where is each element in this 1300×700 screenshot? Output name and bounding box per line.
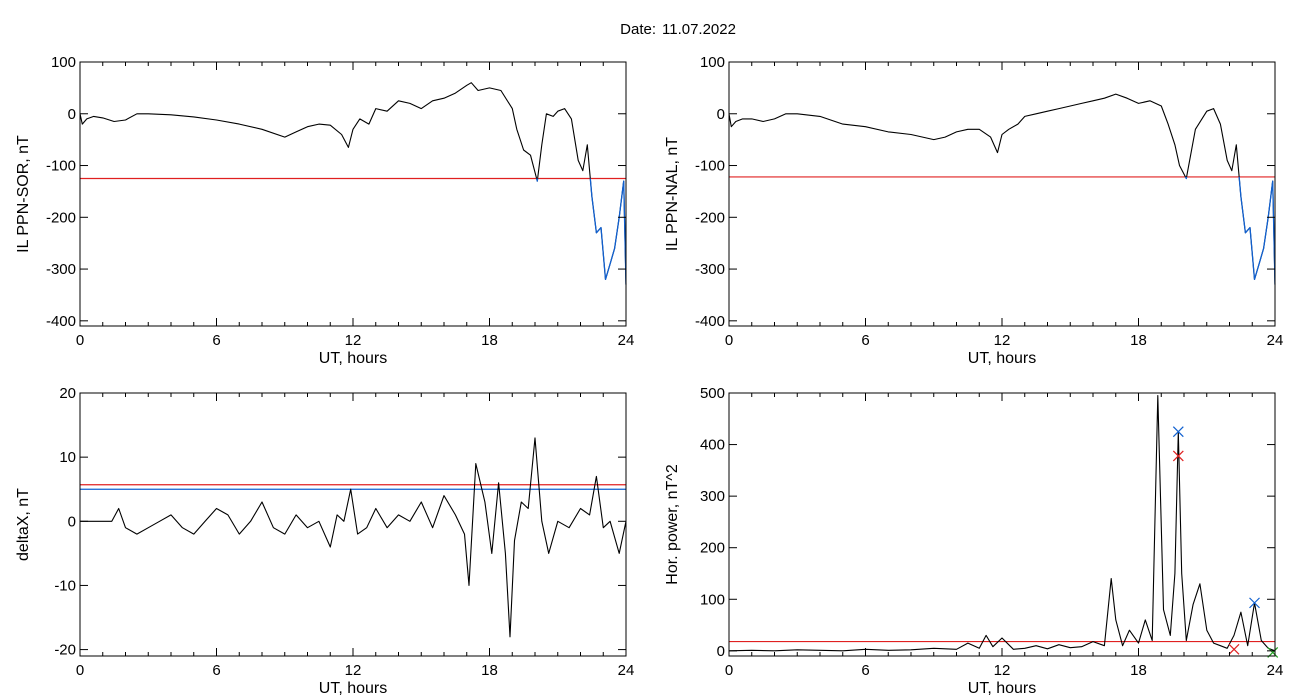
x-tick-label: 18 <box>481 332 498 349</box>
x-axis-label: UT, hours <box>319 350 387 367</box>
x-tick-label: 24 <box>618 332 635 349</box>
chart-panel-deltax: 0 6 12 18 24 20 10 0 -10 -20 UT, hours deltaX, nT <box>15 385 634 697</box>
series-line-power <box>728 395 1276 652</box>
x-tick-label: 18 <box>1130 662 1147 679</box>
x-axis-label: UT, hours <box>968 350 1036 367</box>
y-tick-label: 0 <box>68 106 76 123</box>
y-tick-label: 0 <box>717 643 725 660</box>
x-tick-label: 24 <box>618 662 635 679</box>
y-tick-label: 0 <box>717 106 725 123</box>
series-line-sor <box>79 82 627 285</box>
marker-1 <box>1172 450 1184 462</box>
y-tick-label: 20 <box>59 385 76 402</box>
plot-frame <box>728 61 1276 327</box>
y-tick-label: -400 <box>46 313 76 330</box>
y-tick-label: 500 <box>700 385 725 402</box>
y-tick-label: -10 <box>54 577 76 594</box>
series-highlight-sor <box>535 178 626 285</box>
y-tick-label: -300 <box>695 261 725 278</box>
x-tick-label: 24 <box>1267 662 1284 679</box>
date-value: 11.07.2022 <box>662 21 736 38</box>
x-tick-label: 0 <box>725 662 733 679</box>
series-line-nal <box>728 93 1276 285</box>
y-axis-label: deltaX, nT <box>15 488 32 561</box>
y-tick-label: 100 <box>51 54 76 71</box>
x-tick-label: 6 <box>861 662 869 679</box>
chart-panel-sor: 0 6 12 18 24 100 0 -100 -200 -300 -400 UT, hours IL … <box>15 54 634 367</box>
marker-2 <box>1249 597 1260 609</box>
marker-0 <box>1172 426 1184 438</box>
plot-frame <box>728 392 1276 657</box>
plot-frame <box>79 392 627 657</box>
date-label: Date: <box>620 21 656 38</box>
y-tick-label: 400 <box>700 437 725 454</box>
chart-panel-power: 0 6 12 18 24 500 400 300 200 100 0 UT, hours Hor. po… <box>664 385 1283 697</box>
y-tick-label: 100 <box>700 54 725 71</box>
x-tick-label: 12 <box>994 662 1011 679</box>
y-tick-label: 200 <box>700 540 725 557</box>
y-tick-label: 0 <box>68 513 76 530</box>
y-tick-label: -20 <box>54 642 76 659</box>
series-highlight-nal <box>1184 176 1275 285</box>
x-tick-label: 24 <box>1267 332 1284 349</box>
x-tick-label: 0 <box>76 332 84 349</box>
chart-panel-nal: 0 6 12 18 24 100 0 -100 -200 -300 -400 UT, hours IL … <box>664 54 1283 367</box>
y-axis-label: Hor. power, nT^2 <box>664 464 681 585</box>
y-tick-label: -400 <box>695 313 725 330</box>
x-tick-label: 12 <box>994 332 1011 349</box>
y-tick-label: 10 <box>59 449 76 466</box>
x-tick-label: 12 <box>345 662 362 679</box>
y-tick-label: 100 <box>700 591 725 608</box>
x-axis-label: UT, hours <box>968 680 1036 697</box>
x-tick-label: 6 <box>212 332 220 349</box>
x-axis-label: UT, hours <box>319 680 387 697</box>
marker-3 <box>1228 643 1240 655</box>
x-tick-label: 12 <box>345 332 362 349</box>
x-tick-label: 18 <box>1130 332 1147 349</box>
y-tick-label: -100 <box>46 158 76 175</box>
x-tick-label: 18 <box>481 662 498 679</box>
y-axis-label: IL PPN-NAL, nT <box>664 137 681 251</box>
y-tick-label: -200 <box>695 209 725 226</box>
y-tick-label: -100 <box>695 158 725 175</box>
y-tick-label: -200 <box>46 209 76 226</box>
x-tick-label: 6 <box>212 662 220 679</box>
y-tick-label: 300 <box>700 488 725 505</box>
y-tick-label: -300 <box>46 261 76 278</box>
x-tick-label: 0 <box>76 662 84 679</box>
series-line-deltax <box>80 437 627 638</box>
x-tick-label: 0 <box>725 332 733 349</box>
y-axis-label: IL PPN-SOR, nT <box>15 135 32 253</box>
x-tick-label: 6 <box>861 332 869 349</box>
plot-frame <box>79 61 627 327</box>
